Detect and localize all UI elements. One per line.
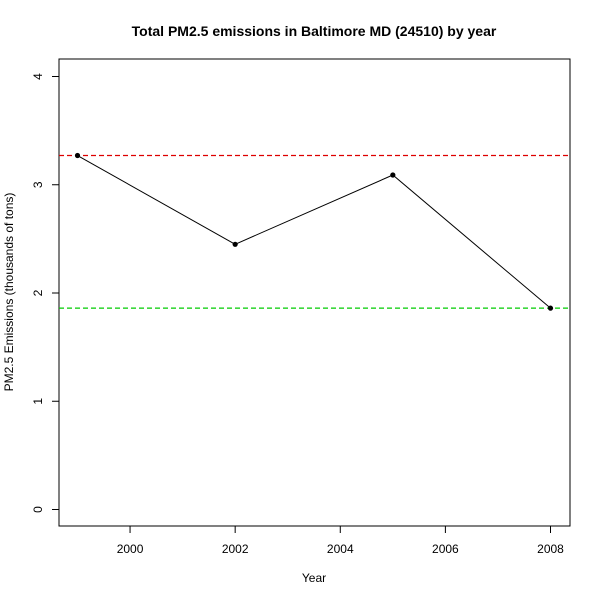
data-point bbox=[390, 172, 396, 178]
y-tick-label: 3 bbox=[31, 181, 45, 188]
x-axis-label: Year bbox=[302, 571, 326, 585]
data-point bbox=[547, 305, 554, 311]
x-tick-label: 2000 bbox=[117, 542, 144, 556]
chart-title: Total PM2.5 emissions in Baltimore MD (2… bbox=[132, 23, 497, 39]
plot-frame bbox=[58, 58, 571, 527]
series-line-0 bbox=[77, 155, 551, 309]
y-tick-label: 0 bbox=[31, 506, 45, 513]
y-axis-label: PM2.5 Emissions (thousands of tons) bbox=[2, 193, 16, 392]
data-point bbox=[232, 241, 238, 247]
data-point bbox=[74, 152, 81, 159]
x-axis: 2000 2002 2004 2006 2008 bbox=[117, 526, 564, 556]
reference-lines bbox=[59, 154, 570, 309]
x-tick-label: 2002 bbox=[222, 542, 249, 556]
x-tick-label: 2004 bbox=[327, 542, 354, 556]
y-axis: 0 1 2 3 4 bbox=[31, 73, 59, 513]
y-tick-label: 4 bbox=[31, 73, 45, 80]
series-group bbox=[74, 152, 554, 311]
x-tick-label: 2006 bbox=[432, 542, 459, 556]
y-tick-label: 1 bbox=[31, 398, 45, 405]
x-tick-label: 2008 bbox=[537, 542, 564, 556]
y-tick-label: 2 bbox=[31, 289, 45, 296]
